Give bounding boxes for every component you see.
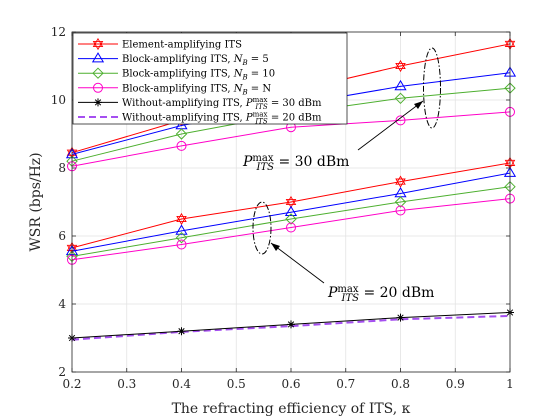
arrowhead-30dbm xyxy=(414,101,423,109)
arrow-20dbm xyxy=(270,242,325,284)
legend-marker xyxy=(92,37,104,51)
series-line xyxy=(71,162,511,249)
annotation-20dbm-text: Pmax ITS = 20 dBm xyxy=(327,284,434,304)
ellipse-20dbm xyxy=(252,201,272,255)
series-line xyxy=(71,111,511,167)
legend-label: Block-amplifying ITS, NB = N xyxy=(122,83,271,96)
legend-label: Without-amplifying ITS, Pmax ITS = 30 dBm xyxy=(122,96,322,111)
legend-item: Element-amplifying ITS xyxy=(78,37,242,51)
legend-marker xyxy=(91,52,105,63)
data-point xyxy=(175,224,188,235)
legend-label: Block-amplifying ITS, NB = 10 xyxy=(122,69,275,82)
series-line xyxy=(71,314,511,341)
x-tick-label: 0.2 xyxy=(62,377,81,391)
x-tick-label: 0.9 xyxy=(446,377,465,391)
data-point xyxy=(284,205,298,216)
data-point xyxy=(395,59,406,73)
x-tick-label: 0.8 xyxy=(391,377,410,391)
arrowhead-20dbm xyxy=(271,243,280,251)
legend-item: Block-amplifying ITS, NB = N xyxy=(78,82,271,96)
legend-label: Element-amplifying ITS xyxy=(122,40,242,51)
data-point xyxy=(394,92,407,105)
legend-item: Block-amplifying ITS, NB = 10 xyxy=(78,67,275,82)
data-point xyxy=(175,128,188,140)
arrow-30dbm xyxy=(357,100,424,151)
data-point xyxy=(394,196,407,208)
ellipse-30dbm xyxy=(423,47,441,129)
data-point xyxy=(287,320,295,329)
series-8 xyxy=(66,180,516,263)
data-point xyxy=(396,313,405,322)
legend-marker xyxy=(92,67,104,79)
y-axis-label: WSR (bps/Hz) xyxy=(28,152,44,251)
data-point xyxy=(394,79,407,91)
x-tick-label: 0.6 xyxy=(281,377,300,391)
x-tick-label: 0.4 xyxy=(172,377,191,391)
x-axis-label: The refracting efficiency of ITS, κ xyxy=(172,401,411,417)
data-point xyxy=(395,175,406,188)
series-5 xyxy=(71,314,511,341)
legend-label: Block-amplifying ITS, NB = 5 xyxy=(122,54,269,67)
series-line xyxy=(71,198,511,261)
series-7 xyxy=(65,166,517,256)
legend-item: Without-amplifying ITS, Pmax ITS = 30 dBm xyxy=(78,96,322,111)
y-tick-label: 4 xyxy=(58,297,66,311)
legend-item: Without-amplifying ITS, Pmax ITS = 20 dBm xyxy=(78,111,322,126)
data-point xyxy=(177,327,186,336)
annotation-30dbm-text: Pmax ITS = 30 dBm xyxy=(242,153,349,173)
data-point xyxy=(176,140,187,151)
data-point xyxy=(285,213,297,225)
annotation-30dbm: Pmax ITS = 30 dBm xyxy=(242,47,441,173)
data-point xyxy=(395,115,406,126)
data-point xyxy=(176,212,187,226)
x-tick-label: 0.3 xyxy=(117,377,136,391)
data-point xyxy=(286,222,296,233)
x-tick-label: 1 xyxy=(506,377,514,391)
legend-item: Block-amplifying ITS, NB = 5 xyxy=(78,52,269,67)
x-tick-label: 0.5 xyxy=(227,377,246,391)
y-tick-label: 8 xyxy=(58,161,66,175)
data-point xyxy=(395,205,406,216)
x-tick-label: 0.7 xyxy=(336,377,355,391)
data-point xyxy=(175,231,188,244)
y-tick-label: 6 xyxy=(58,229,66,243)
legend-marker xyxy=(94,98,102,107)
legend-marker xyxy=(93,82,103,93)
y-tick-label: 2 xyxy=(58,365,66,379)
y-tick-label: 10 xyxy=(51,93,66,107)
data-point xyxy=(176,239,187,250)
legend: Element-amplifying ITS Block-amplifying I… xyxy=(72,32,348,126)
annotation-20dbm: Pmax ITS = 20 dBm xyxy=(252,201,434,304)
data-point xyxy=(285,195,297,209)
legend-label: Without-amplifying ITS, Pmax ITS = 20 dBm xyxy=(122,111,322,126)
legend-box xyxy=(72,32,348,125)
series-line xyxy=(71,172,511,252)
y-tick-label: 12 xyxy=(51,25,66,39)
series-line xyxy=(71,186,511,257)
